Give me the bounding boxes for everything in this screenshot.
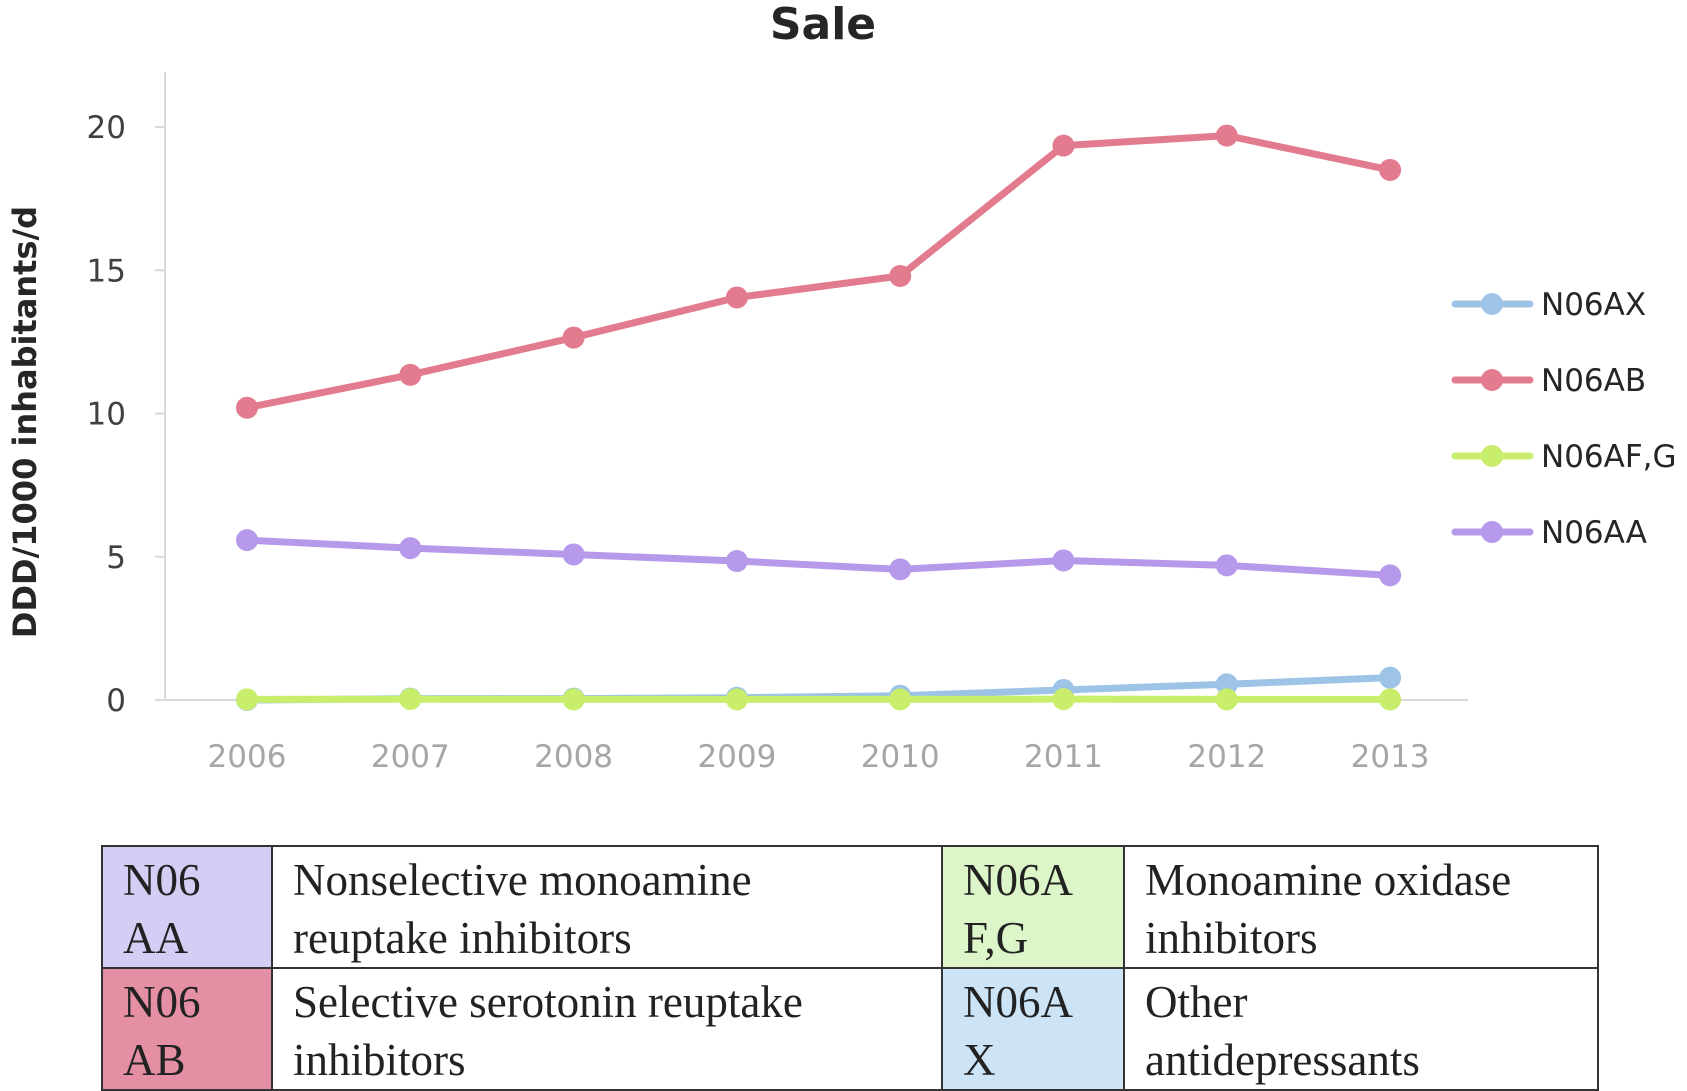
data-point (563, 688, 585, 710)
legend-item: N06AF,G (1455, 439, 1677, 475)
code-text-line: N06A (963, 973, 1105, 1031)
code-text-line: N06A (963, 851, 1105, 909)
y-axis-label: DDD/1000 inhabitants/d (6, 206, 44, 638)
series-n06aa (236, 529, 1401, 586)
data-point (1379, 159, 1401, 181)
legend-item: N06AA (1455, 515, 1647, 551)
data-point (889, 558, 911, 580)
data-point (563, 543, 585, 565)
y-tick-label: 10 (87, 397, 126, 433)
data-point (1053, 549, 1075, 571)
desc-text-line: antidepressants (1145, 1031, 1579, 1089)
legend-marker (1481, 521, 1503, 543)
data-point (399, 537, 421, 559)
legend-item: N06AX (1455, 287, 1646, 323)
line-chart: Sale DDD/1000 inhabitants/d 0 5 10 15 20 200… (0, 0, 1687, 820)
x-tick-label: 2010 (861, 739, 940, 775)
desc-text-line: Selective serotonin reuptake (293, 973, 923, 1031)
legend-marker (1481, 445, 1503, 467)
code-text-line: F,G (963, 909, 1105, 967)
data-point (1216, 688, 1238, 710)
legend-marker (1481, 369, 1503, 391)
x-tick-label: 2006 (208, 739, 287, 775)
data-point (726, 550, 748, 572)
desc-text-line: Nonselective monoamine (293, 851, 923, 909)
data-point (726, 286, 748, 308)
data-point (1379, 688, 1401, 710)
desc-text-line: Other (1145, 973, 1579, 1031)
x-tick-label: 2013 (1351, 739, 1430, 775)
data-point (236, 397, 258, 419)
series-n06ab (236, 125, 1401, 419)
data-point (889, 688, 911, 710)
x-tick-label: 2012 (1187, 739, 1266, 775)
code-text-line: N06 (123, 851, 253, 909)
y-tick-label: 5 (106, 540, 126, 576)
data-point (1053, 135, 1075, 157)
data-point (399, 688, 421, 710)
x-tick-label: 2009 (697, 739, 776, 775)
x-tick-label: 2011 (1024, 739, 1103, 775)
data-point (1216, 125, 1238, 147)
legend-label: N06AF,G (1541, 439, 1677, 475)
y-tick-label: 0 (106, 683, 126, 719)
series-layer (236, 125, 1401, 711)
series-n06afg (236, 688, 1401, 710)
chart-legend: N06AX N06AB N06AF,G N06AA (1455, 287, 1677, 551)
desc-text-line: Monoamine oxidase (1145, 851, 1579, 909)
x-tick-label: 2007 (371, 739, 450, 775)
legend-label: N06AA (1541, 515, 1647, 551)
data-point (236, 529, 258, 551)
data-point (726, 688, 748, 710)
data-point (1379, 564, 1401, 586)
code-text-line: X (963, 1031, 1105, 1089)
data-point (563, 327, 585, 349)
x-ticks: 2006 2007 2008 2009 2010 2011 2012 2013 (208, 739, 1430, 775)
data-point (1216, 554, 1238, 576)
code-text-line: N06 (123, 973, 253, 1031)
data-point (1379, 667, 1401, 689)
y-tick-label: 15 (87, 253, 126, 289)
data-point (399, 364, 421, 386)
data-point (1053, 688, 1075, 710)
code-text-line: AA (123, 909, 253, 967)
code-text-line: AB (123, 1031, 253, 1089)
legend-label: N06AX (1541, 287, 1646, 323)
data-point (889, 265, 911, 287)
legend-label: N06AB (1541, 363, 1646, 399)
desc-text-line: reuptake inhibitors (293, 909, 923, 967)
series-line (247, 136, 1390, 408)
chart-title: Sale (770, 0, 876, 50)
desc-text-line: inhibitors (1145, 909, 1579, 967)
x-tick-label: 2008 (534, 739, 613, 775)
legend-item: N06AB (1455, 363, 1646, 399)
legend-marker (1481, 293, 1503, 315)
y-ticks: 0 5 10 15 20 (87, 110, 165, 719)
y-tick-label: 20 (87, 110, 126, 146)
desc-text-line: inhibitors (293, 1031, 923, 1089)
data-point (236, 688, 258, 710)
